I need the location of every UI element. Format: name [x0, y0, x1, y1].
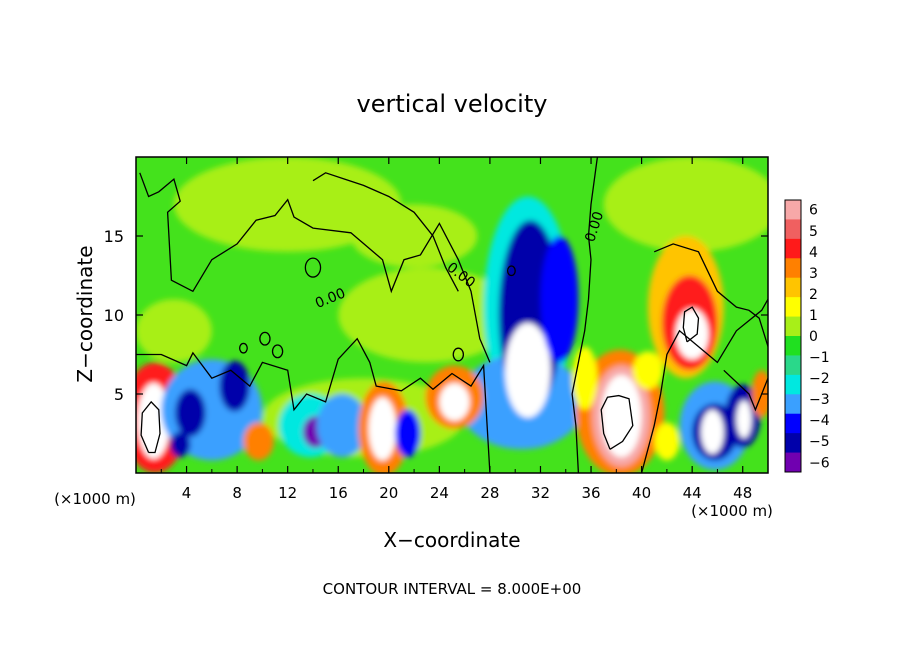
colorbar-swatch [785, 316, 801, 337]
zero-contour-line [571, 157, 599, 473]
x-axis: 4 8 12 16 20 24 28 32 36 40 44 48 [160, 157, 752, 502]
y-axis-label: Z−coordinate [73, 245, 97, 382]
colorbar-swatch [785, 200, 801, 220]
downdraft-cell [170, 431, 191, 458]
updraft-cell [751, 370, 768, 418]
x-tick-label: 8 [232, 484, 242, 502]
x-tick-label: 4 [182, 484, 192, 502]
chart-title: vertical velocity [357, 90, 548, 118]
updraft-cell [368, 397, 397, 461]
downdraft-cell [219, 360, 250, 412]
colorbar-tick-label: −2 [809, 371, 830, 387]
updraft-cell [632, 351, 664, 390]
downdraft-cell [395, 409, 421, 458]
colorbar-swatch [785, 355, 801, 376]
x-tick-label: 24 [430, 484, 449, 502]
colorbar-tick-label: 5 [809, 224, 818, 240]
zero-contours [136, 157, 768, 473]
downdraft-cell [505, 322, 551, 418]
colorbar-tick-label: 0 [809, 329, 818, 345]
velocity-cells [136, 157, 768, 473]
x-tick-label: 28 [480, 484, 499, 502]
x-tick-label: 16 [329, 484, 348, 502]
zero-contour-loop [506, 265, 516, 277]
x-axis-label: X−coordinate [383, 528, 520, 552]
zero-contour-line [136, 337, 491, 473]
colorbar-tick-label: 1 [809, 308, 818, 324]
zero-contour-line [640, 298, 768, 473]
zero-contour-line [682, 306, 700, 343]
colorbar: 6 5 4 3 2 1 0 −1 −2 −3 −4 −5 −6 [784, 199, 830, 473]
zero-contour-loop [259, 331, 271, 346]
zero-contour-line [600, 394, 634, 450]
heatmap-field [136, 157, 768, 473]
colorbar-tick-label: 4 [809, 245, 818, 261]
downdraft-cell [736, 400, 752, 439]
zero-contour-line [653, 243, 768, 347]
colorbar-tick-label: −1 [809, 350, 830, 366]
colorbar-tick-label: −4 [809, 413, 830, 429]
zero-contour-line [140, 400, 161, 454]
x-unit-right: (×1000 m) [691, 502, 773, 520]
updraft-cell [654, 422, 680, 461]
x-unit-left: (×1000 m) [54, 490, 136, 508]
updraft-cell [439, 382, 470, 421]
zero-contour-line [139, 172, 491, 363]
x-tick-label: 48 [733, 484, 752, 502]
y-tick-label: 5 [114, 385, 124, 404]
colorbar-swatch [785, 413, 801, 434]
zero-contour-loop [238, 342, 248, 354]
downdraft-cell [540, 236, 579, 363]
colorbar-swatch [785, 277, 801, 298]
zero-contour-line [312, 172, 459, 292]
x-tick-label: 44 [683, 484, 702, 502]
colorbar-tick-label: −5 [809, 434, 830, 450]
zero-contour-loop [271, 344, 284, 359]
contour-interval-footer: CONTOUR INTERVAL = 8.000E+00 [323, 580, 582, 598]
x-tick-label: 20 [379, 484, 398, 502]
colorbar-frame [784, 199, 802, 473]
y-tick-label: 10 [104, 306, 124, 325]
colorbar-tick-label: −3 [809, 392, 830, 408]
downdraft-cell [175, 389, 206, 437]
colorbar-swatch [785, 374, 801, 395]
y-tick-label: 15 [104, 227, 124, 246]
y-axis: 5 10 15 [104, 227, 768, 404]
colorbar-tick-label: 3 [809, 266, 818, 282]
colorbar-swatch [785, 433, 801, 454]
updraft-cell [173, 157, 402, 252]
downdraft-cell [316, 394, 368, 458]
colorbar-tick-label: −6 [809, 455, 830, 471]
updraft-cell [603, 157, 768, 252]
x-tick-label: 32 [531, 484, 550, 502]
colorbar-swatch [785, 238, 801, 259]
zero-contour-loop [452, 347, 465, 362]
updraft-cell [136, 299, 212, 363]
x-tick-label: 36 [581, 484, 600, 502]
colorbar-swatch [785, 258, 801, 279]
colorbar-tick-label: 2 [809, 287, 818, 303]
colorbar-swatch [785, 219, 801, 240]
updraft-cell [601, 375, 642, 458]
downdraft-cell [701, 409, 724, 455]
colorbar-tick-label: 6 [809, 203, 818, 219]
x-tick-label: 40 [632, 484, 651, 502]
x-tick-label: 12 [278, 484, 297, 502]
updraft-cell [350, 204, 478, 268]
colorbar-swatch [785, 452, 801, 473]
updraft-cell [243, 422, 274, 461]
zero-contour-loop [304, 257, 322, 278]
colorbar-swatch [785, 394, 801, 415]
colorbar-swatch [785, 297, 801, 318]
colorbar-swatch [785, 336, 801, 356]
